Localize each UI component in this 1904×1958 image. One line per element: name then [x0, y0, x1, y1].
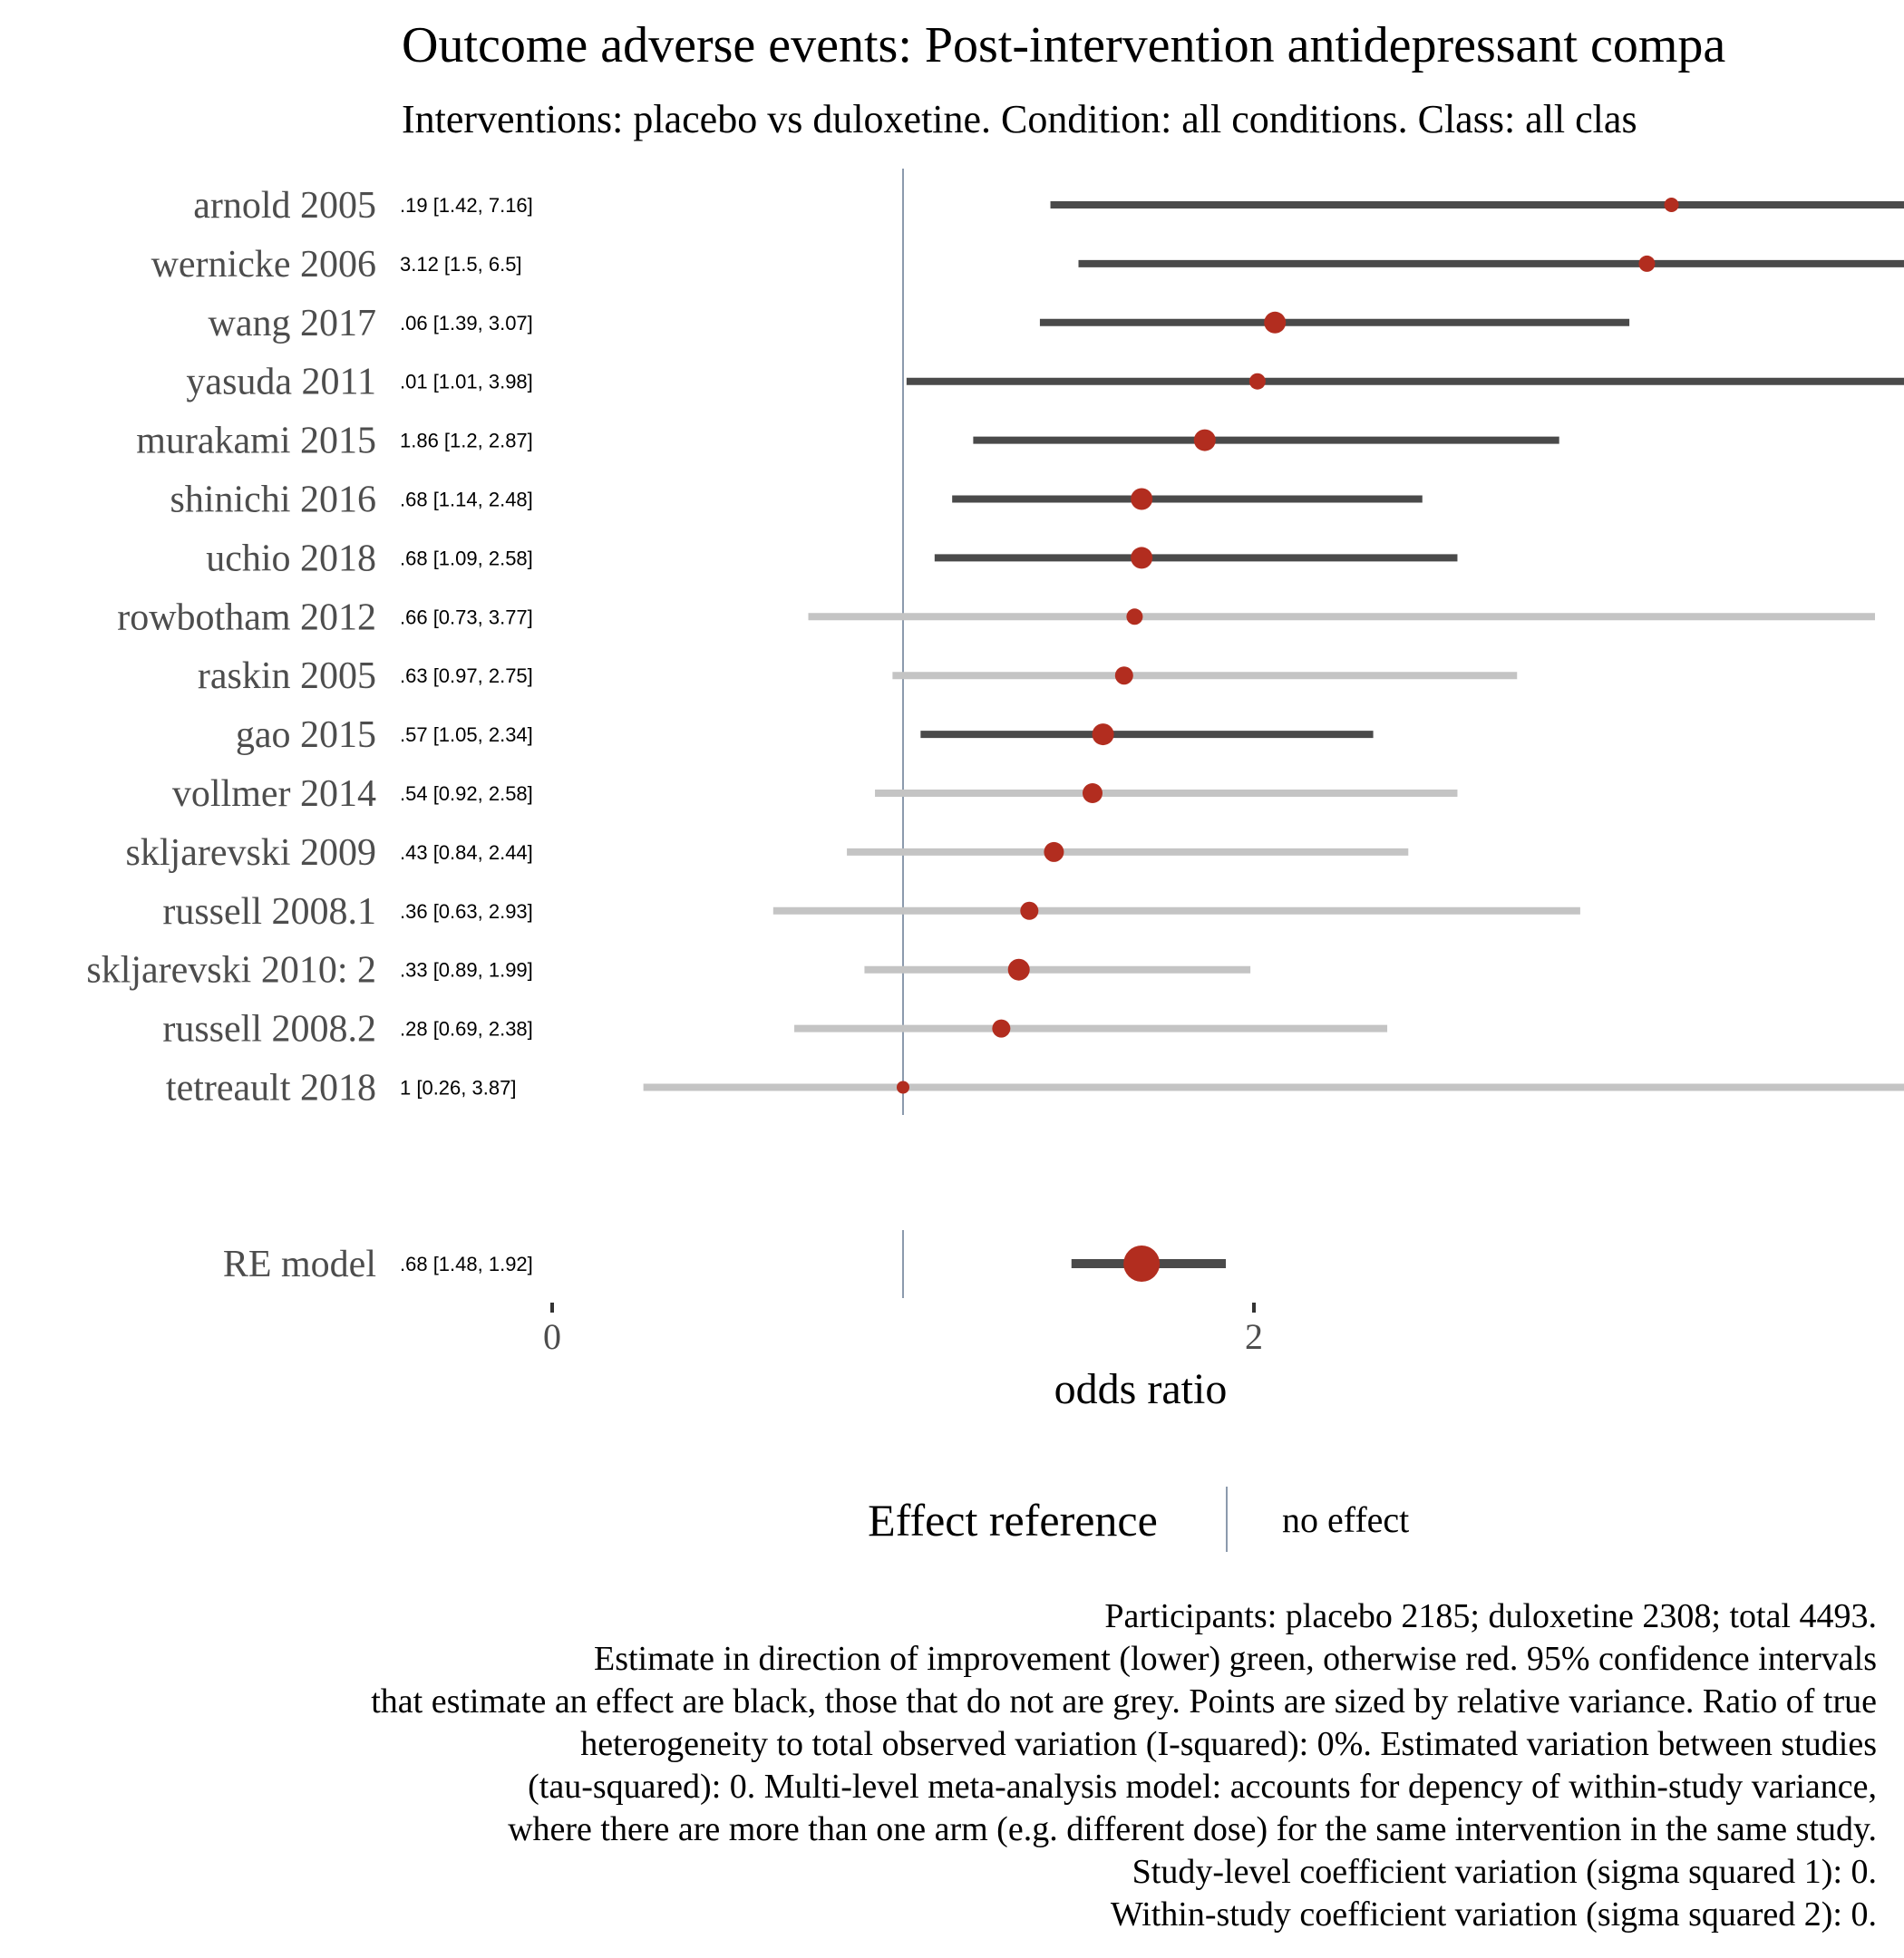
- study-estimate-text: .33 [0.89, 1.99]: [400, 959, 533, 982]
- study-point: [1264, 311, 1287, 334]
- study-label: skljarevski 2009: [126, 832, 376, 874]
- study-label: wang 2017: [209, 303, 376, 344]
- x-tick-label: 2: [1245, 1316, 1263, 1357]
- study-point: [897, 1081, 909, 1094]
- plot-area: arnold 2005 .19 [1.42, 7.16] wernicke 2006…: [86, 169, 1904, 1357]
- study-label: gao 2015: [236, 714, 376, 756]
- study-point: [1044, 841, 1064, 862]
- caption-line: heterogeneity to total observed variatio…: [580, 1725, 1877, 1763]
- study-estimate-text: .01 [1.01, 3.98]: [400, 371, 533, 393]
- chart-title: Outcome adverse events: Post-interventio…: [402, 17, 1725, 73]
- study-point: [1126, 608, 1143, 625]
- study-point: [1664, 198, 1679, 212]
- study-point: [1131, 488, 1153, 510]
- study-estimate-text: .54 [0.92, 2.58]: [400, 782, 533, 805]
- study-estimate-text: .68 [1.14, 2.48]: [400, 489, 533, 511]
- caption-line: Participants: placebo 2185; duloxetine 2…: [1104, 1597, 1877, 1635]
- study-point: [992, 1019, 1011, 1038]
- study-point: [1131, 547, 1153, 569]
- caption-line: (tau-squared): 0. Multi-level meta-analy…: [528, 1768, 1877, 1806]
- caption-line: where there are more than one arm (e.g. …: [508, 1810, 1877, 1848]
- study-estimate-text: 1.86 [1.2, 2.87]: [400, 430, 533, 452]
- study-estimate-text: .28 [0.69, 2.38]: [400, 1018, 533, 1041]
- study-label: uchio 2018: [206, 538, 376, 579]
- study-label: russell 2008.1: [162, 891, 376, 933]
- caption: Participants: placebo 2185; duloxetine 2…: [371, 1597, 1877, 1934]
- legend-item-no-effect: no effect: [1282, 1499, 1409, 1540]
- study-estimate-text: .06 [1.39, 3.07]: [400, 312, 533, 334]
- study-label: skljarevski 2010: 2: [86, 950, 376, 992]
- study-point: [1248, 373, 1266, 390]
- study-point: [1007, 958, 1030, 981]
- study-point: [1020, 901, 1039, 920]
- summary-estimate-text: .68 [1.48, 1.92]: [400, 1253, 533, 1275]
- caption-line: that estimate an effect are black, those…: [371, 1682, 1877, 1721]
- study-estimate-text: 1 [0.26, 3.87]: [400, 1077, 516, 1100]
- study-estimate-text: .36 [0.63, 2.93]: [400, 900, 533, 923]
- study-label: arnold 2005: [193, 185, 376, 227]
- x-axis-title: odds ratio: [1054, 1365, 1228, 1413]
- caption-line: Estimate in direction of improvement (lo…: [594, 1640, 1877, 1678]
- study-label: russell 2008.2: [162, 1009, 376, 1051]
- study-point: [1638, 255, 1656, 272]
- study-point: [1082, 783, 1103, 803]
- study-label: raskin 2005: [198, 655, 376, 697]
- study-estimate-text: 3.12 [1.5, 6.5]: [400, 253, 522, 276]
- study-estimate-text: .57 [1.05, 2.34]: [400, 723, 533, 746]
- study-label: tetreault 2018: [166, 1068, 376, 1110]
- caption-line: Within-study coefficient variation (sigm…: [1111, 1895, 1877, 1934]
- summary-label: RE model: [223, 1244, 376, 1285]
- study-estimate-text: .43 [0.84, 2.44]: [400, 841, 533, 864]
- study-label: shinichi 2016: [170, 480, 377, 521]
- study-estimate-text: .68 [1.09, 2.58]: [400, 547, 533, 569]
- study-estimate-text: .63 [0.97, 2.75]: [400, 664, 533, 687]
- study-point: [1114, 666, 1133, 685]
- study-point: [1193, 429, 1216, 451]
- study-label: murakami 2015: [136, 421, 376, 462]
- caption-line: Study-level coefficient variation (sigma…: [1132, 1853, 1877, 1891]
- study-label: yasuda 2011: [186, 362, 376, 403]
- study-label: rowbotham 2012: [117, 596, 376, 638]
- chart-subtitle: Interventions: placebo vs duloxetine. Co…: [402, 97, 1637, 141]
- x-tick-label: 0: [543, 1316, 561, 1357]
- study-point: [1092, 723, 1114, 746]
- study-label: vollmer 2014: [172, 773, 376, 815]
- legend-title: Effect reference: [868, 1495, 1158, 1546]
- legend: Effect reference no effect: [868, 1487, 1409, 1552]
- summary-point: [1123, 1246, 1161, 1282]
- study-estimate-text: .66 [0.73, 3.77]: [400, 606, 533, 628]
- study-label: wernicke 2006: [151, 244, 376, 286]
- study-estimate-text: .19 [1.42, 7.16]: [400, 194, 533, 217]
